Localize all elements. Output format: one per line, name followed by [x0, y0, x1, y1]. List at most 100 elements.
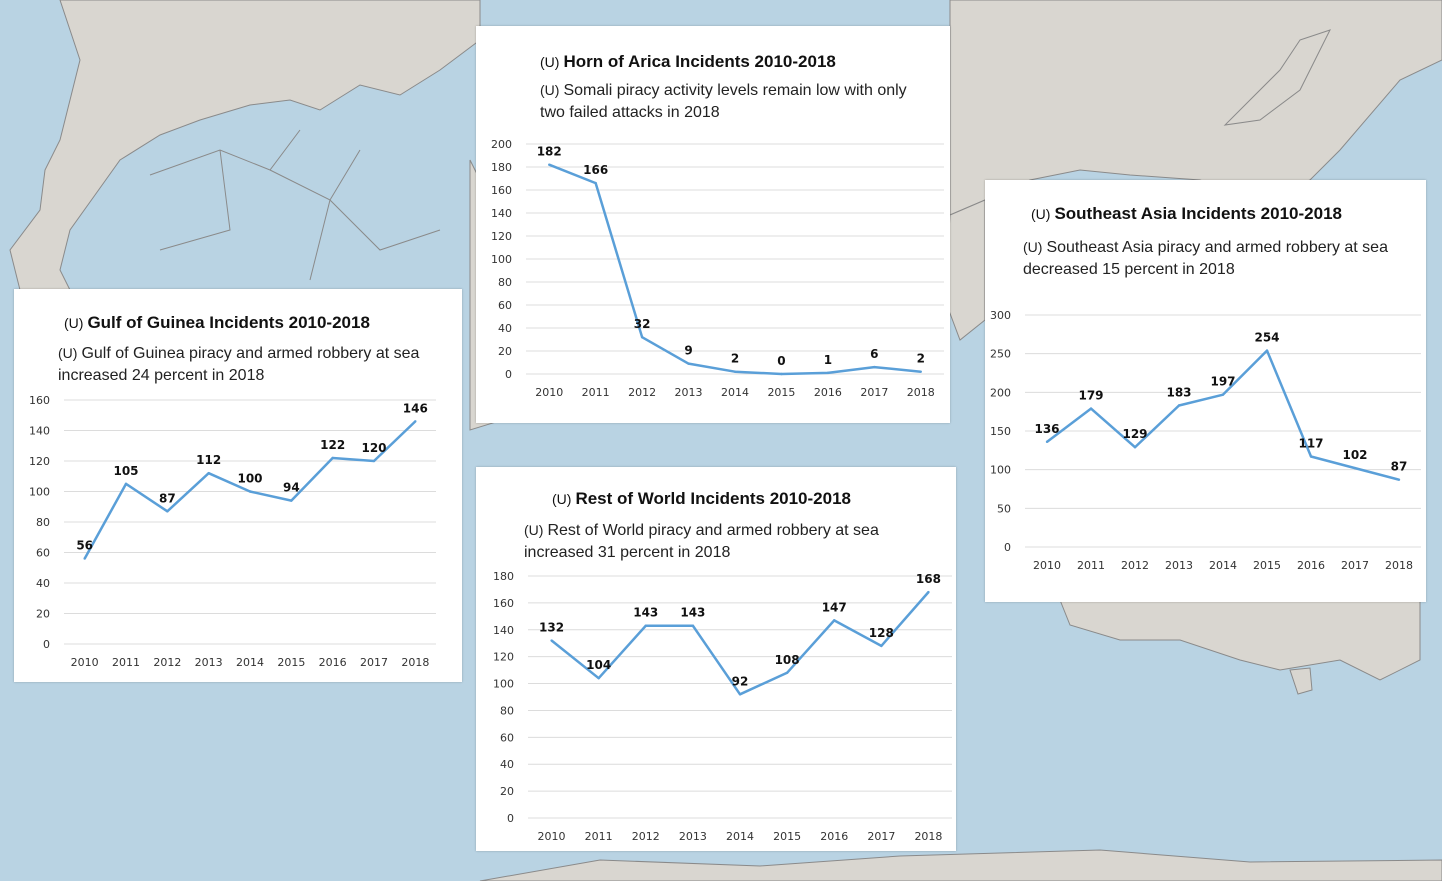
- data-point: [687, 362, 690, 365]
- data-point: [414, 420, 417, 423]
- x-tick-label: 2014: [236, 656, 264, 669]
- data-label: 128: [869, 626, 894, 640]
- x-tick-label: 2018: [1385, 559, 1413, 572]
- x-tick-label: 2010: [71, 656, 99, 669]
- data-point: [880, 644, 883, 648]
- x-tick-label: 2011: [582, 386, 610, 399]
- data-point: [1133, 446, 1137, 449]
- data-point: [826, 371, 830, 375]
- data-label: 100: [237, 472, 262, 486]
- data-label: 2: [917, 352, 925, 366]
- data-label: 112: [196, 453, 221, 467]
- data-label: 104: [586, 658, 611, 672]
- y-tick-label: 20: [36, 608, 50, 621]
- y-tick-label: 100: [493, 678, 514, 691]
- chart-gulf-of-guinea: 0 20 40 60 80 100 120 140 160 2010 2011 2012 2013 201…: [29, 394, 436, 669]
- data-point: [1177, 404, 1181, 407]
- panel-rest-of-world: (U) Rest of World Incidents 2010-2018 (U)…: [476, 467, 956, 851]
- y-tick-label: 40: [500, 758, 514, 771]
- panel-title: (U) Rest of World Incidents 2010-2018: [552, 489, 851, 508]
- chart-title: Horn of Arica Incidents 2010-2018: [563, 52, 836, 71]
- x-tick-label: 2017: [860, 386, 888, 399]
- y-tick-label: 120: [491, 230, 512, 243]
- data-label: 87: [1391, 460, 1408, 474]
- data-point: [738, 693, 742, 696]
- panel-subtitle: (U) Gulf of Guinea piracy and armed robbe…: [58, 345, 420, 384]
- data-label: 94: [283, 481, 300, 495]
- data-point: [550, 639, 553, 642]
- chart-title: Southeast Asia Incidents 2010-2018: [1054, 204, 1342, 223]
- x-tick-label: 2015: [773, 830, 801, 843]
- data-point: [597, 676, 600, 680]
- x-tick-label: 2014: [721, 386, 749, 399]
- data-label: 129: [1122, 427, 1147, 441]
- data-point: [919, 370, 922, 373]
- data-point: [927, 590, 930, 594]
- x-tick-label: 2014: [726, 830, 754, 843]
- land-tasmania: [1289, 667, 1313, 695]
- data-label: 136: [1034, 422, 1059, 436]
- data-point: [833, 619, 836, 622]
- data-label: 0: [777, 354, 785, 368]
- data-point: [785, 671, 789, 674]
- x-tick-label: 2017: [1341, 559, 1369, 572]
- panel-title: (U) Southeast Asia Incidents 2010-2018: [1031, 204, 1342, 223]
- data-point: [248, 490, 252, 493]
- y-tick-label: 180: [493, 570, 514, 583]
- data-label: 92: [732, 674, 749, 688]
- data-label: 183: [1166, 385, 1191, 399]
- data-label: 108: [775, 653, 800, 667]
- data-label: 197: [1210, 375, 1235, 389]
- data-label: 105: [113, 464, 138, 478]
- y-tick-label: 200: [491, 138, 512, 151]
- panel-subtitle: (U) Southeast Asia piracy and armed robbe…: [1023, 239, 1388, 278]
- data-point: [640, 336, 644, 339]
- data-point: [1397, 478, 1401, 481]
- x-tick-label: 2017: [360, 656, 388, 669]
- y-tick-label: 80: [498, 276, 512, 289]
- x-tick-label: 2016: [1297, 559, 1325, 572]
- y-tick-label: 120: [29, 455, 50, 468]
- panel-gulf-of-guinea: (U) Gulf of Guinea Incidents 2010-2018 (U…: [14, 289, 462, 682]
- data-label: 143: [680, 606, 705, 620]
- data-label: 132: [539, 621, 564, 635]
- y-tick-label: 60: [500, 731, 514, 744]
- y-tick-label: 60: [498, 299, 512, 312]
- y-tick-label: 160: [491, 184, 512, 197]
- data-label: 87: [159, 491, 176, 505]
- data-point: [548, 163, 551, 166]
- x-tick-label: 2013: [1165, 559, 1193, 572]
- x-tick-label: 2011: [585, 830, 613, 843]
- data-point: [372, 459, 376, 463]
- y-tick-label: 160: [29, 394, 50, 407]
- data-label: 182: [537, 145, 562, 159]
- data-label: 168: [916, 572, 941, 586]
- data-point: [124, 482, 128, 486]
- land-europe-africa: [9, 0, 481, 291]
- data-point: [594, 181, 597, 185]
- x-tick-label: 2013: [195, 656, 223, 669]
- y-tick-label: 140: [493, 624, 514, 637]
- y-tick-label: 120: [493, 651, 514, 664]
- y-tick-label: 80: [500, 704, 514, 717]
- y-tick-label: 0: [505, 368, 512, 381]
- y-tick-label: 50: [997, 502, 1011, 515]
- data-label: 117: [1298, 437, 1323, 451]
- data-point: [207, 472, 210, 475]
- y-tick-label: 140: [491, 207, 512, 220]
- y-tick-label: 180: [491, 161, 512, 174]
- x-tick-label: 2013: [675, 386, 703, 399]
- x-tick-label: 2010: [1033, 559, 1061, 572]
- y-tick-label: 140: [29, 425, 50, 438]
- data-point: [1265, 349, 1269, 352]
- chart-title: Rest of World Incidents 2010-2018: [575, 489, 851, 508]
- x-tick-label: 2011: [112, 656, 140, 669]
- x-tick-label: 2016: [319, 656, 347, 669]
- data-label: 32: [634, 317, 651, 331]
- chart-rest-of-world: 0 20 40 60 80 100 120 140 160 180 2010 2011 2012 2013…: [493, 570, 952, 843]
- series-line: [548, 163, 921, 376]
- data-point: [290, 499, 293, 502]
- x-tick-label: 2015: [277, 656, 305, 669]
- y-tick-label: 100: [29, 486, 50, 499]
